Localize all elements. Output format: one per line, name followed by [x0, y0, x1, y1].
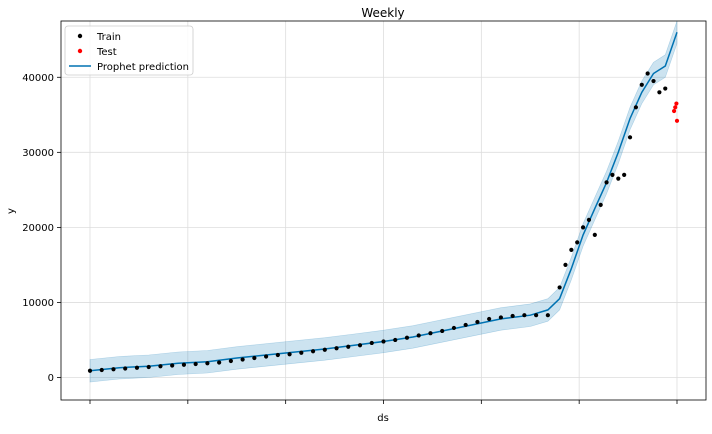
train-point [487, 316, 492, 322]
train-point [575, 240, 580, 245]
train-point [633, 105, 639, 110]
train-point [598, 202, 603, 207]
train-point [252, 355, 257, 361]
train-point [87, 368, 93, 373]
x-axis-label: ds [377, 413, 389, 424]
train-point [463, 322, 468, 328]
legend-train-label: Train [96, 32, 121, 43]
train-point [545, 313, 550, 318]
train-point [146, 364, 151, 370]
train-point [451, 325, 457, 331]
train-point [440, 328, 445, 334]
train-point [264, 354, 269, 359]
prediction-line [89, 32, 678, 372]
legend-prediction-label: Prophet prediction [97, 62, 189, 73]
y-axis-label: y [6, 208, 17, 214]
train-point [381, 339, 386, 344]
train-point [310, 349, 316, 354]
train-point [275, 352, 280, 358]
legend-test-marker [77, 48, 83, 54]
test-point [671, 108, 677, 114]
grid-layer [61, 21, 706, 400]
train-point [604, 180, 609, 185]
train-point [645, 71, 650, 76]
legend-test-label: Test [96, 47, 117, 58]
train-point [404, 335, 410, 340]
train-point [205, 361, 210, 366]
train-point [639, 82, 644, 87]
train-point [170, 363, 175, 368]
train-point [610, 172, 615, 177]
y-tick-label: 30000 [22, 148, 54, 159]
train-point [580, 225, 586, 230]
y-tick-label: 40000 [22, 73, 54, 84]
train-point [498, 315, 503, 320]
train-point [334, 346, 339, 351]
test-point [673, 105, 678, 110]
train-point [534, 313, 539, 318]
points-layer [87, 71, 680, 373]
train-point [357, 343, 363, 348]
train-point [622, 172, 627, 177]
train-point [627, 135, 633, 140]
train-point [416, 333, 421, 338]
train-point [428, 331, 433, 336]
legend-train-marker [77, 33, 83, 39]
train-point [369, 340, 374, 346]
legend: Train Test Prophet prediction [64, 25, 194, 76]
train-point [569, 247, 574, 253]
test-point [674, 118, 680, 123]
prediction-line-layer [89, 32, 678, 372]
train-point [158, 364, 163, 369]
chart-title: Weekly [361, 6, 404, 20]
train-point [240, 357, 245, 362]
train-point [663, 86, 668, 91]
axis-layer: 0 10000 20000 30000 40000 [22, 73, 678, 404]
train-point [217, 360, 222, 365]
train-point [322, 347, 327, 352]
train-point [510, 313, 515, 319]
y-tick-label: 10000 [22, 298, 54, 309]
train-point [563, 262, 568, 268]
train-point [557, 285, 562, 290]
train-point [651, 78, 656, 84]
train-point [616, 176, 621, 181]
y-tick-label: 0 [48, 373, 54, 384]
uncertainty-band-layer [89, 20, 678, 383]
train-point [299, 350, 304, 355]
train-point [181, 362, 187, 367]
train-point [193, 361, 198, 367]
train-point [346, 344, 351, 349]
train-point [287, 352, 292, 357]
train-point [522, 313, 527, 318]
train-point [586, 217, 592, 222]
train-point [592, 232, 597, 237]
train-point [393, 337, 398, 343]
train-point [111, 367, 116, 372]
legend-box [64, 25, 194, 76]
train-point [134, 365, 140, 370]
train-point [99, 367, 104, 373]
train-point [123, 366, 128, 371]
train-point [475, 319, 480, 325]
y-tick-label: 20000 [22, 223, 54, 234]
train-point [657, 90, 662, 95]
uncertainty-band [89, 20, 678, 383]
test-point [674, 101, 679, 106]
train-point [228, 358, 233, 364]
